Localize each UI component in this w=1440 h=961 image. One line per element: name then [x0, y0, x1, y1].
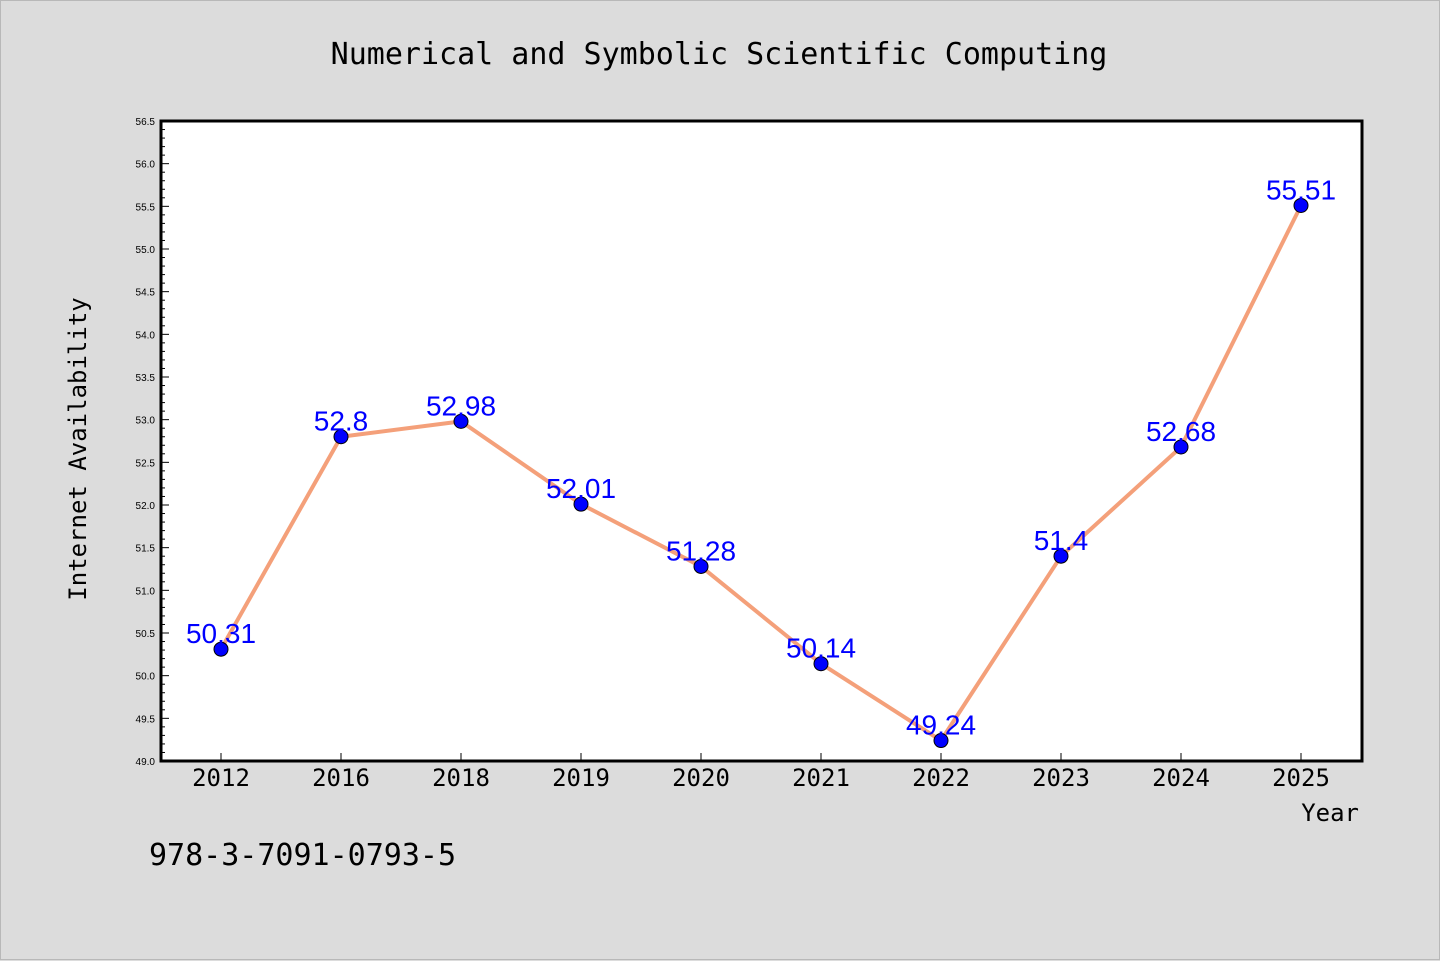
- x-tick-label: 2018: [432, 764, 490, 792]
- data-point: [813, 656, 829, 672]
- data-point: [933, 733, 949, 749]
- data-point: [333, 429, 349, 445]
- y-tick-label: 51.0: [136, 586, 156, 597]
- data-point: [453, 413, 469, 429]
- x-axis: 2012 2016 2018 2019 2020 2021 2022 2023 2024 2025: [192, 753, 1330, 792]
- x-tick-label: 2016: [312, 764, 370, 792]
- data-point: [1173, 439, 1189, 455]
- y-tick-label: 54.5: [136, 288, 156, 299]
- x-tick-label: 2012: [192, 764, 250, 792]
- y-axis-label: Internet Availability: [64, 297, 92, 600]
- data-point: [693, 558, 709, 574]
- series-line-group: [219, 203, 1303, 743]
- data-label: 52.8: [314, 406, 369, 437]
- data-label: 52.98: [426, 390, 496, 421]
- data-label: 52.68: [1146, 416, 1216, 447]
- data-label: 55.51: [1266, 174, 1336, 205]
- plot-area: [159, 119, 1364, 763]
- data-point: [1053, 548, 1069, 564]
- y-axis: 49.0 49.5 50.0 50.5 51.0 51.5 52.0 52.5 53.0 53.5…: [136, 117, 169, 768]
- y-tick-label: 53.5: [136, 373, 156, 384]
- data-point: [213, 641, 229, 657]
- data-labels: 50.31 52.8 52.98 52.01 51.28 50.14 49.24 51.4 52…: [186, 174, 1336, 740]
- data-point: [1293, 197, 1309, 213]
- data-label: 50.31: [186, 618, 256, 649]
- x-tick-label: 2020: [672, 764, 730, 792]
- chart-title: Numerical and Symbolic Scientific Comput…: [331, 37, 1108, 72]
- data-label: 49.24: [906, 710, 976, 741]
- isbn-text: 978-3-7091-0793-5: [149, 838, 456, 873]
- x-tick-label: 2022: [912, 764, 970, 792]
- x-tick-label: 2019: [552, 764, 610, 792]
- y-tick-label: 56.5: [136, 117, 156, 128]
- y-tick-label: 52.5: [136, 458, 156, 469]
- y-tick-label: 49.0: [136, 757, 156, 768]
- data-label: 50.14: [786, 633, 856, 664]
- x-tick-label: 2023: [1032, 764, 1090, 792]
- series-line: [219, 203, 1303, 743]
- x-tick-label: 2024: [1152, 764, 1210, 792]
- y-tick-label: 49.5: [136, 714, 156, 725]
- y-tick-label: 53.0: [136, 416, 156, 427]
- y-tick-label: 50.5: [136, 629, 156, 640]
- y-tick-label: 50.0: [136, 672, 156, 683]
- x-tick-label: 2025: [1272, 764, 1330, 792]
- data-label: 51.4: [1034, 525, 1089, 556]
- y-tick-label: 55.5: [136, 202, 156, 213]
- y-tick-label: 51.5: [136, 544, 156, 555]
- data-point: [573, 496, 589, 512]
- data-label: 52.01: [546, 473, 616, 504]
- y-tick-label: 55.0: [136, 245, 156, 256]
- series-markers: [213, 197, 1309, 749]
- data-label: 51.28: [666, 535, 736, 566]
- x-axis-label: Year: [1301, 799, 1359, 827]
- y-tick-label: 56.0: [136, 160, 156, 171]
- y-tick-label: 52.0: [136, 501, 156, 512]
- x-tick-label: 2021: [792, 764, 850, 792]
- y-tick-label: 54.0: [136, 330, 156, 341]
